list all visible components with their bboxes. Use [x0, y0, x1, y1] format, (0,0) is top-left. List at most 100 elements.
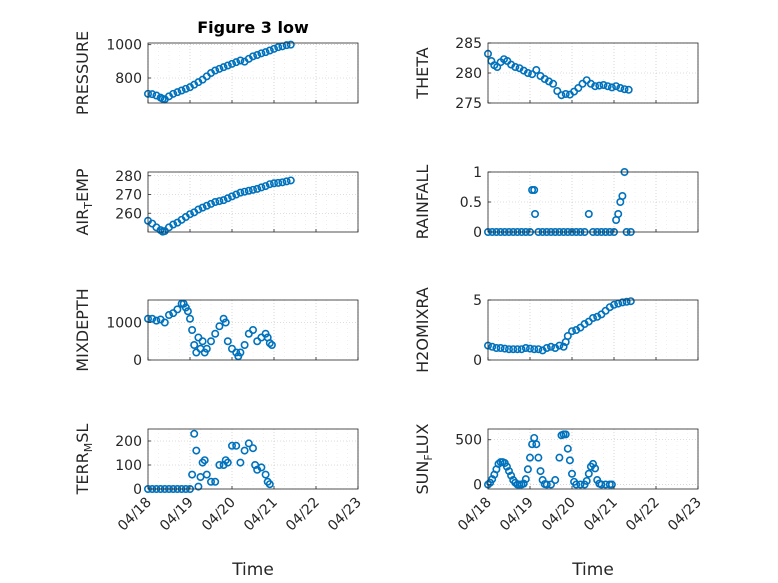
- data-point: [169, 89, 178, 98]
- subplot-6: 0 5 H2OMIXRA: [413, 287, 699, 373]
- data-point: [211, 329, 220, 338]
- data-point: [576, 480, 585, 489]
- data-point: [553, 87, 562, 96]
- data-point: [173, 305, 182, 314]
- data-point: [532, 440, 541, 449]
- axes-frame: [487, 299, 699, 361]
- data-point: [207, 477, 216, 486]
- data-point: [228, 59, 237, 68]
- data-point: [488, 342, 497, 351]
- data-point: [181, 84, 190, 93]
- data-point: [211, 66, 220, 75]
- data-point: [215, 64, 224, 73]
- y-tick-label: 0: [133, 353, 142, 369]
- data-point: [192, 446, 201, 455]
- data-point: [509, 345, 518, 354]
- data-point: [257, 49, 266, 58]
- data-point: [519, 479, 528, 488]
- data-point: [198, 203, 207, 212]
- data-point: [612, 82, 621, 91]
- y-tick-label: 800: [115, 71, 142, 87]
- x-tick-label: 04/21: [241, 495, 281, 535]
- y-axis-label: RAINFALL: [413, 165, 432, 240]
- data-point: [620, 85, 629, 94]
- data-point: [549, 79, 558, 88]
- data-point: [228, 441, 237, 450]
- data-point: [232, 190, 241, 199]
- data-point: [551, 476, 560, 485]
- data-point: [488, 475, 497, 484]
- data-point: [244, 439, 253, 448]
- data-point: [618, 192, 627, 201]
- data-point: [574, 84, 583, 93]
- data-point: [530, 345, 539, 354]
- y-axis-label: MIXDEPTH: [73, 288, 92, 371]
- data-point: [584, 469, 593, 478]
- data-point: [563, 444, 572, 453]
- x-tick-label: 04/22: [623, 495, 663, 535]
- data-point: [148, 314, 157, 323]
- data-point: [504, 467, 513, 476]
- data-point: [265, 480, 274, 489]
- x-tick-label: 04/20: [199, 495, 239, 535]
- data-point: [211, 477, 220, 486]
- data-point: [531, 210, 540, 219]
- data-point: [595, 81, 604, 90]
- y-tick-label: 1000: [106, 316, 142, 332]
- data-point: [582, 476, 591, 485]
- data-point: [588, 459, 597, 468]
- data-point: [165, 310, 174, 319]
- data-point: [546, 342, 555, 351]
- data-point: [278, 178, 287, 187]
- data-point: [525, 453, 534, 462]
- data-point: [215, 322, 224, 331]
- data-point: [523, 69, 532, 78]
- y-axis-label: THETA: [413, 47, 432, 99]
- data-point: [567, 469, 576, 478]
- data-point: [269, 44, 278, 53]
- data-point: [249, 52, 258, 61]
- data-point: [202, 201, 211, 210]
- data-point: [244, 186, 253, 195]
- data-point: [207, 199, 216, 208]
- data-point: [177, 86, 186, 95]
- data-point: [240, 340, 249, 349]
- plot-area: [148, 429, 358, 489]
- data-point: [555, 341, 564, 350]
- data-point: [236, 188, 245, 197]
- data-point: [219, 196, 228, 205]
- data-point: [232, 441, 241, 450]
- axes-frame: [147, 428, 359, 490]
- x-tick-label: 04/22: [283, 495, 323, 535]
- data-point: [584, 210, 593, 219]
- data-point: [223, 458, 232, 467]
- data-point: [198, 337, 207, 346]
- data-point: [188, 325, 197, 334]
- data-point: [269, 179, 278, 188]
- data-point: [286, 40, 295, 49]
- data-point: [517, 345, 526, 354]
- y-tick-label: 0.5: [460, 195, 482, 211]
- data-point: [202, 470, 211, 479]
- data-point: [546, 480, 555, 489]
- data-point: [542, 480, 551, 489]
- data-point: [249, 325, 258, 334]
- data-point: [194, 205, 203, 214]
- x-tick-label: 04/23: [325, 495, 365, 535]
- data-point: [532, 66, 541, 75]
- y-tick-label: 500: [455, 433, 482, 449]
- data-point: [525, 344, 534, 353]
- x-axis-label: Time: [231, 560, 274, 580]
- data-point: [152, 91, 161, 100]
- data-point: [274, 178, 283, 187]
- x-axis-label: Time: [571, 560, 614, 580]
- data-point: [261, 182, 270, 191]
- data-point: [194, 482, 203, 491]
- x-tick-label: 04/19: [157, 495, 197, 535]
- data-point: [504, 345, 513, 354]
- data-point: [211, 198, 220, 207]
- y-tick-label: 280: [455, 66, 482, 82]
- data-point: [492, 343, 501, 352]
- data-point: [188, 470, 197, 479]
- y-axis-label: TERRMSL: [73, 424, 95, 496]
